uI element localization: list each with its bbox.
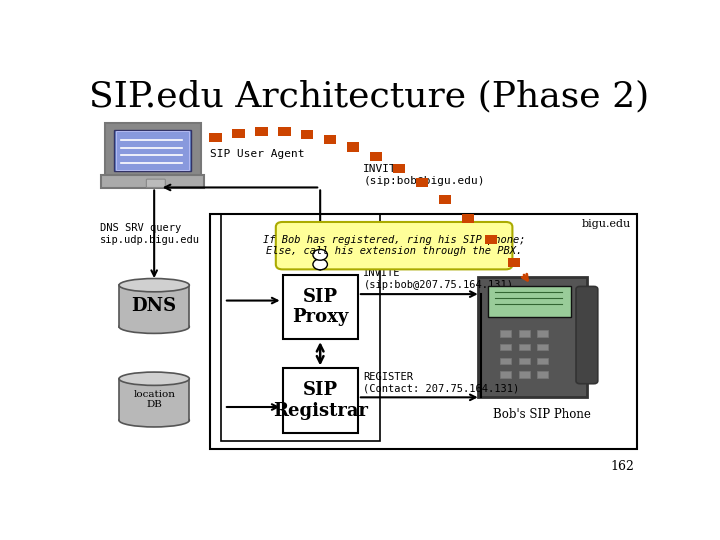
Bar [370, 152, 382, 161]
Text: bigu.edu: bigu.edu [582, 219, 631, 228]
Ellipse shape [119, 372, 189, 386]
FancyBboxPatch shape [576, 286, 598, 384]
Bar [518, 330, 530, 337]
Text: INVITE
(sip:bob@bigu.edu): INVITE (sip:bob@bigu.edu) [364, 164, 485, 186]
Bar [537, 344, 548, 350]
FancyBboxPatch shape [488, 286, 571, 317]
FancyBboxPatch shape [276, 222, 513, 269]
Text: REGISTER
(Contact: 207.75.164.131): REGISTER (Contact: 207.75.164.131) [364, 372, 520, 393]
Bar [518, 371, 530, 378]
FancyBboxPatch shape [101, 175, 204, 188]
Bar [278, 127, 290, 137]
Text: 162: 162 [610, 460, 634, 473]
FancyBboxPatch shape [114, 130, 191, 171]
Text: SIP
Proxy: SIP Proxy [292, 288, 348, 326]
Bar [500, 330, 511, 337]
Bar [221, 214, 380, 441]
Bar [537, 371, 548, 378]
Ellipse shape [119, 414, 189, 427]
Bar [119, 379, 189, 420]
Bar [347, 143, 359, 152]
Text: location
DB: location DB [133, 390, 175, 409]
Bar [210, 214, 637, 449]
Circle shape [313, 249, 328, 260]
Circle shape [313, 259, 328, 270]
Bar [393, 164, 405, 173]
Text: DNS: DNS [132, 297, 176, 315]
Text: INVITE
(sip:bob@207.75.164.131): INVITE (sip:bob@207.75.164.131) [364, 268, 513, 290]
Bar [500, 371, 511, 378]
Text: DNS SRV query
sip.udp.bigu.edu: DNS SRV query sip.udp.bigu.edu [100, 224, 200, 245]
Bar [439, 195, 451, 204]
Bar [500, 344, 511, 350]
FancyBboxPatch shape [146, 179, 166, 187]
FancyBboxPatch shape [104, 124, 201, 177]
Bar [210, 133, 222, 142]
Bar [500, 357, 511, 364]
Text: If Bob has registered, ring his SIP phone;
Else, call his extension through the : If Bob has registered, ring his SIP phon… [263, 235, 526, 256]
Bar [233, 129, 245, 138]
Bar [282, 275, 358, 339]
Ellipse shape [119, 279, 189, 292]
Bar [518, 357, 530, 364]
Text: SIP User Agent: SIP User Agent [210, 149, 305, 159]
Bar [282, 368, 358, 433]
Bar [485, 235, 498, 244]
Bar [256, 127, 268, 136]
Bar [518, 344, 530, 350]
Bar [119, 285, 189, 327]
Bar [416, 178, 428, 187]
Bar [537, 330, 548, 337]
FancyBboxPatch shape [478, 277, 587, 397]
Text: SIP.edu Architecture (Phase 2): SIP.edu Architecture (Phase 2) [89, 79, 649, 113]
Ellipse shape [119, 320, 189, 333]
Bar [508, 258, 521, 267]
Bar [462, 214, 474, 223]
Bar [324, 135, 336, 144]
Text: SIP
Registrar: SIP Registrar [273, 381, 368, 420]
Text: Bob's SIP Phone: Bob's SIP Phone [493, 408, 591, 421]
Bar [537, 357, 548, 364]
Bar [301, 130, 313, 139]
FancyBboxPatch shape [116, 131, 189, 170]
